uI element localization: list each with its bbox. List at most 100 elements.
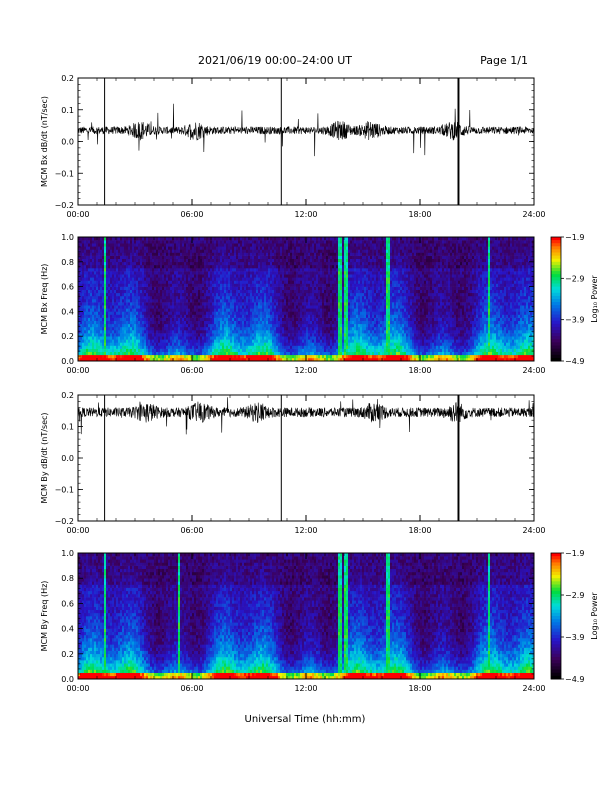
spectrogram-cell <box>134 354 137 359</box>
spectrogram-cell <box>234 311 237 315</box>
spectrogram-cell <box>226 305 229 309</box>
spectrogram-cell <box>234 342 237 346</box>
spectrogram-cell <box>140 240 143 244</box>
spectrogram-cell <box>278 268 281 272</box>
spectrogram-cell <box>148 317 151 321</box>
spectrogram-cell <box>138 295 141 300</box>
spectrogram-cell <box>110 274 113 278</box>
spectrogram-cell <box>158 258 161 263</box>
spectrogram-cell <box>88 274 91 278</box>
spectrogram-cell <box>284 308 287 312</box>
spectrogram-cell <box>228 333 231 337</box>
spectrogram-cell <box>252 295 255 300</box>
spectrogram-cell <box>288 240 291 244</box>
spectrogram-cell <box>132 320 135 325</box>
spectrogram-cell <box>246 264 249 269</box>
spectrogram-cell <box>244 237 247 241</box>
spectrogram-cell <box>100 348 103 352</box>
spectrogram-cell <box>162 268 165 272</box>
spectrogram-cell <box>80 357 83 362</box>
spectrogram-cell <box>220 354 223 359</box>
spectrogram-cell <box>194 268 197 272</box>
spectrogram-cell <box>128 308 131 312</box>
spectrogram-cell <box>290 277 293 281</box>
spectrogram-cell <box>282 280 285 284</box>
spectrogram-cell <box>294 336 297 340</box>
spectrogram-cell <box>248 246 251 250</box>
spectrogram-cell <box>172 314 175 318</box>
spectrogram-cell <box>184 277 187 281</box>
spectrogram-cell <box>290 249 293 253</box>
spectrogram-cell <box>210 351 213 356</box>
spectrogram-cell <box>272 264 275 269</box>
spectrogram-cell <box>290 252 293 256</box>
spectrogram-cell <box>292 237 295 241</box>
spectrogram-cell <box>140 320 143 325</box>
spectrogram-cell <box>308 246 311 250</box>
spectrogram-cell <box>206 252 209 256</box>
spectrogram-cell <box>180 305 183 309</box>
spectrogram-cell <box>92 323 95 328</box>
spectrogram-cell <box>250 261 253 266</box>
spectrogram-cell <box>290 289 293 294</box>
spectrogram-cell <box>314 246 317 250</box>
spectrogram-cell <box>166 323 169 328</box>
spectrogram-cell <box>164 339 167 343</box>
spectrogram-cell <box>126 339 129 343</box>
spectrogram-cell <box>298 348 301 352</box>
spectrogram-cell <box>272 271 275 275</box>
spectrogram-cell <box>166 311 169 315</box>
spectrogram-cell <box>268 277 271 281</box>
spectrogram-cell <box>126 292 129 297</box>
spectrogram-cell <box>312 271 315 275</box>
spectrogram-cell <box>278 286 281 290</box>
spectrogram-cell <box>320 317 323 321</box>
spectrogram-cell <box>256 289 259 294</box>
spectrogram-cell <box>96 320 99 325</box>
spectrogram-cell <box>164 240 167 244</box>
spectrogram-cell <box>204 348 207 352</box>
spectrogram-cell <box>104 339 107 343</box>
spectrogram-cell <box>318 264 321 269</box>
spectrogram-cell <box>114 292 117 297</box>
spectrogram-cell <box>280 249 283 253</box>
spectrogram-cell <box>166 308 169 312</box>
spectrogram-cell <box>170 357 173 362</box>
spectrogram-cell <box>136 314 139 318</box>
spectrogram-cell <box>274 292 277 297</box>
spectrogram-cell <box>134 330 137 334</box>
spectrogram-cell <box>140 261 143 266</box>
spectrogram-cell <box>152 330 155 334</box>
spectrogram-cell <box>126 317 129 321</box>
spectrogram-cell <box>302 342 305 346</box>
spectrogram-cell <box>144 333 147 337</box>
spectrogram-cell <box>248 261 251 266</box>
spectrogram-cell <box>216 345 219 349</box>
spectrogram-cell <box>194 252 197 256</box>
spectrogram-cell <box>94 246 97 250</box>
spectrogram-cell <box>296 357 299 362</box>
spectrogram-cell <box>176 274 179 278</box>
spectrogram-cell <box>238 255 241 259</box>
spectrogram-cell <box>98 357 101 362</box>
spectrogram-cell <box>100 357 103 362</box>
spectrogram-cell <box>282 274 285 278</box>
spectrogram-cell <box>306 280 309 284</box>
spectrogram-cell <box>162 295 165 300</box>
spectrogram-cell <box>138 277 141 281</box>
spectrogram-cell <box>128 311 131 315</box>
spectrogram-cell <box>300 336 303 340</box>
spectrogram-cell <box>106 292 109 297</box>
spectrogram-cell <box>210 249 213 253</box>
spectrogram-cell <box>316 323 319 328</box>
spectrogram-cell <box>78 237 81 241</box>
spectrogram-cell <box>306 351 309 356</box>
spectrogram-cell <box>142 292 145 297</box>
spectrogram-cell <box>222 295 225 300</box>
spectrogram-cell <box>302 357 305 362</box>
spectrogram-cell <box>280 286 283 290</box>
spectrogram-cell <box>132 302 135 306</box>
spectrogram-cell <box>166 286 169 290</box>
spectrogram-cell <box>240 339 243 343</box>
spectrogram-cell <box>188 342 191 346</box>
